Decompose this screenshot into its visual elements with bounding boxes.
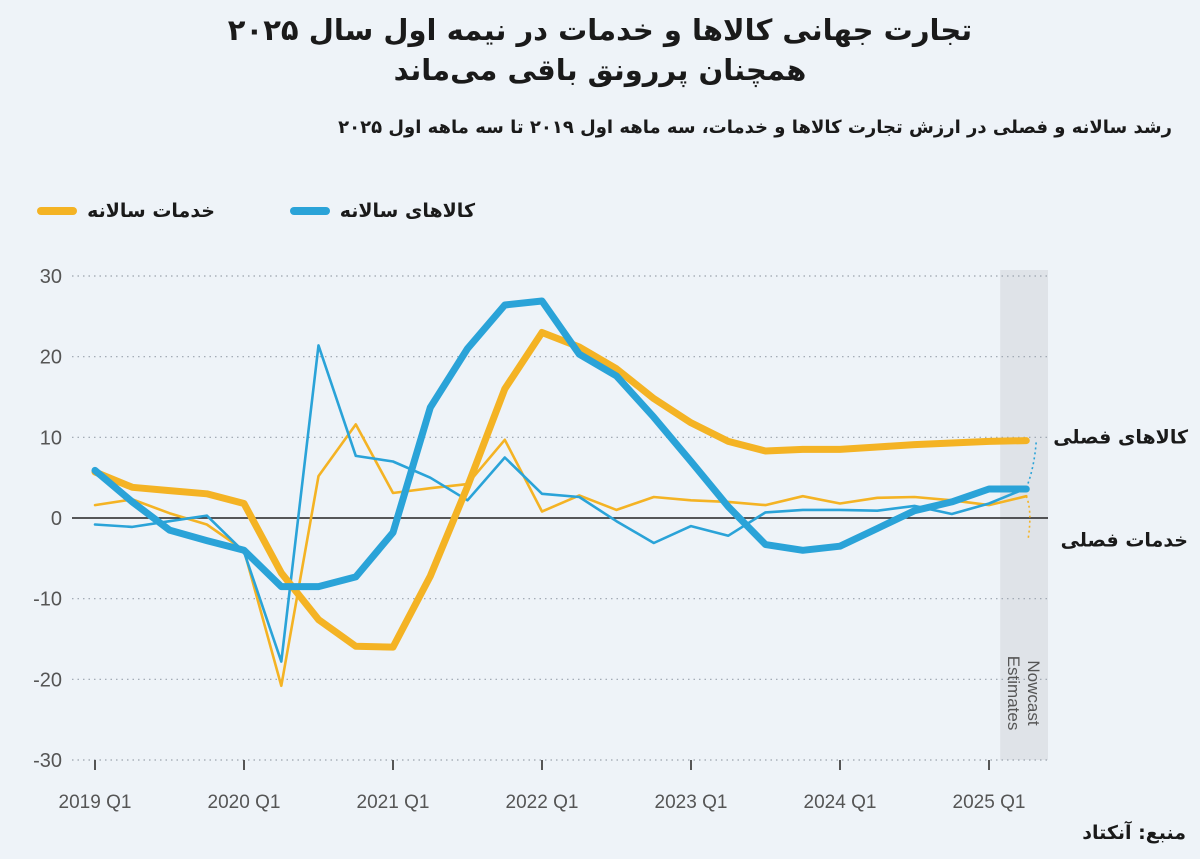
legend-item-services-annual: خدمات سالانه bbox=[37, 200, 215, 222]
x-tick-label: 2024 Q1 bbox=[804, 792, 877, 813]
legend-swatch-goods bbox=[289, 207, 330, 215]
y-tick-label: 30 bbox=[40, 266, 62, 288]
chart-subtitle: رشد سالانه و فصلی در ارزش تجارت کالاها و… bbox=[338, 117, 1172, 138]
x-tick-label: 2021 Q1 bbox=[357, 792, 430, 813]
x-tick-label: 2019 Q1 bbox=[59, 792, 132, 813]
chart-title-block: تجارت جهانی کالاها و خدمات در نیمه اول س… bbox=[0, 10, 1200, 90]
services-quarterly-line bbox=[93, 423, 1028, 688]
legend-label-services-annual: خدمات سالانه bbox=[87, 200, 215, 222]
x-tick-label: 2022 Q1 bbox=[506, 792, 579, 813]
source-note: منبع: آنکتاد bbox=[1082, 822, 1186, 844]
legend-label-goods-annual: کالاهای سالانه bbox=[339, 200, 475, 222]
chart-title: تجارت جهانی کالاها و خدمات در نیمه اول س… bbox=[227, 13, 973, 47]
y-tick-label: 0 bbox=[51, 508, 62, 530]
y-tick-label: -30 bbox=[33, 750, 62, 772]
services-annual-line bbox=[91, 329, 1030, 651]
y-tick-label: 10 bbox=[40, 427, 62, 449]
chart-legend: کالاهای سالانه خدمات سالانه bbox=[0, 200, 1200, 230]
goods-quarterly-label: کالاهای فصلی bbox=[1053, 426, 1189, 448]
x-tick-label: 2025 Q1 bbox=[953, 792, 1026, 813]
y-tick-label: 20 bbox=[40, 347, 62, 369]
nowcast-label-line-1: Nowcast bbox=[1024, 660, 1043, 725]
goods-quarterly-line bbox=[93, 344, 1028, 663]
y-tick-label: -20 bbox=[33, 669, 62, 691]
services-quarterly-label: خدمات فصلی bbox=[1061, 530, 1188, 552]
legend-swatch-services bbox=[37, 207, 78, 215]
nowcast-band bbox=[1000, 270, 1048, 760]
x-tick-label: 2020 Q1 bbox=[208, 792, 281, 813]
chart-title-line-2: همچنان پررونق باقی می‌ماند bbox=[393, 53, 807, 87]
legend-item-goods-annual: کالاهای سالانه bbox=[289, 200, 475, 222]
nowcast-label-line-2: Estimates bbox=[1004, 656, 1023, 731]
y-tick-label: -10 bbox=[33, 589, 62, 611]
nowcast-label: NowcastEstimates bbox=[1004, 656, 1043, 731]
x-tick-label: 2023 Q1 bbox=[655, 792, 728, 813]
goods-annual-line bbox=[91, 297, 1030, 591]
